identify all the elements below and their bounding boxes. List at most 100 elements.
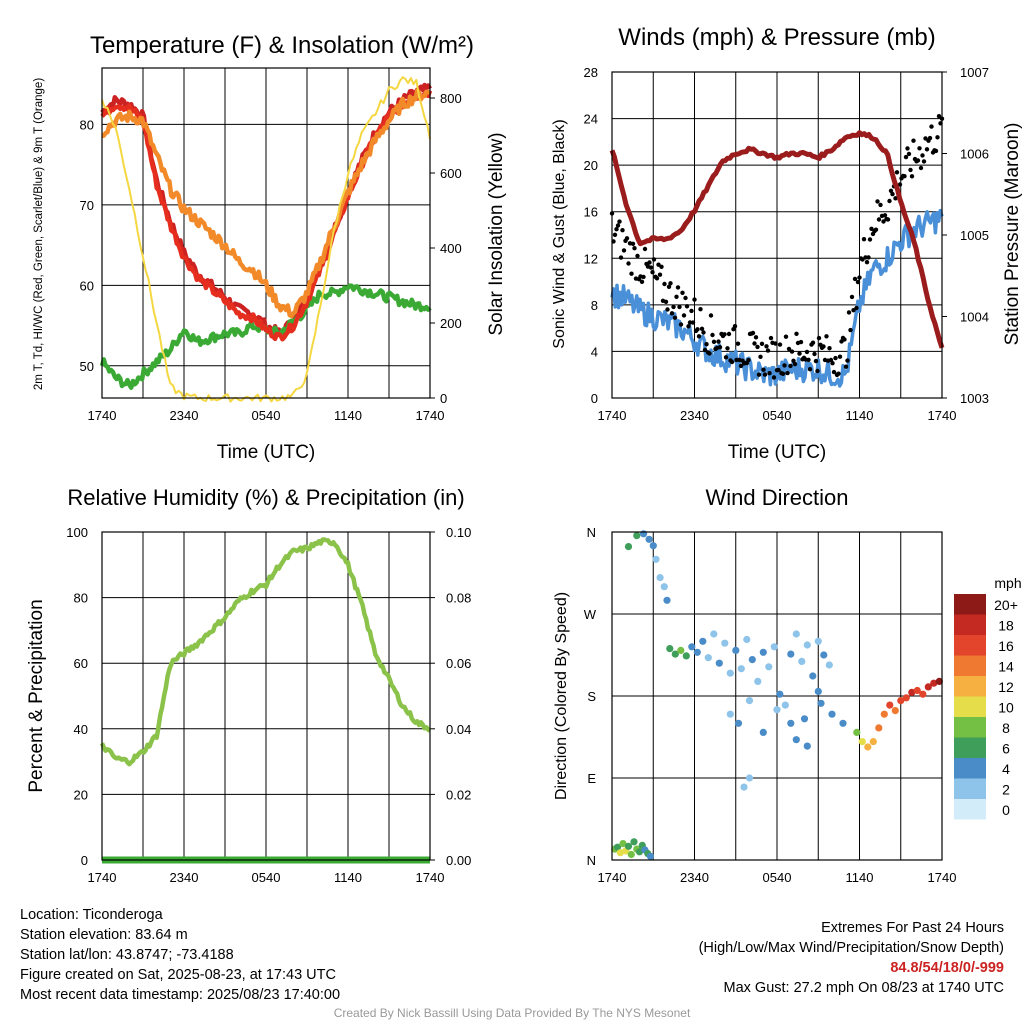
colorbar-swatch xyxy=(954,758,986,779)
gust-point xyxy=(764,344,769,349)
direction-point xyxy=(880,710,888,718)
x-tick-label: 1740 xyxy=(928,408,957,423)
gust-point xyxy=(876,217,882,222)
gust-point xyxy=(855,279,861,285)
gust-point xyxy=(761,367,766,372)
credit-text: Created By Nick Bassill Using Data Provi… xyxy=(333,1006,691,1020)
gust-point xyxy=(852,276,858,282)
gust-point xyxy=(888,188,894,193)
direction-point xyxy=(913,686,921,695)
colorbar-label: 18 xyxy=(998,618,1014,634)
y2-tick-label: 0.08 xyxy=(446,591,471,606)
gust-point xyxy=(765,348,771,353)
y2-tick-label: 0 xyxy=(440,391,447,406)
elevation-text: Station elevation: 83.64 m xyxy=(20,927,188,943)
gust-point xyxy=(885,217,891,222)
y2-axis-label: Solar Insolation (Yellow) xyxy=(486,132,507,335)
gust-point xyxy=(632,246,637,251)
direction-point xyxy=(902,694,910,702)
gust-point xyxy=(848,327,853,333)
gust-point xyxy=(671,304,676,310)
gust-point xyxy=(723,355,729,360)
gust-point xyxy=(726,331,732,337)
colorbar-label: 8 xyxy=(1002,720,1010,736)
y-tick-label: 20 xyxy=(74,787,88,802)
gust-point xyxy=(906,151,912,157)
gust-point xyxy=(614,227,619,232)
gust-point xyxy=(626,261,631,266)
y2-tick-label: 1005 xyxy=(960,228,989,243)
gust-point xyxy=(780,371,786,376)
colorbar-swatch xyxy=(954,676,986,697)
y2-tick-label: 0.10 xyxy=(446,525,471,540)
y-tick-label: 40 xyxy=(74,722,88,737)
x-tick-label: 1140 xyxy=(846,408,874,423)
extremes-panel: Extremes For Past 24 Hours (High/Low/Max… xyxy=(699,918,1004,998)
y2-tick-label: 0.02 xyxy=(446,787,471,802)
gust-point xyxy=(677,304,682,310)
gust-point xyxy=(666,284,672,289)
direction-point xyxy=(814,687,822,696)
gust-point xyxy=(630,241,636,246)
direction-point xyxy=(630,838,638,846)
direction-point xyxy=(616,849,624,857)
x-tick-label: 0540 xyxy=(763,408,792,423)
gust-point xyxy=(692,297,697,302)
direction-point xyxy=(732,646,740,655)
chart-title: Temperature (F) & Insolation (W/m²) xyxy=(90,32,474,59)
gust-point xyxy=(846,310,852,315)
gust-point xyxy=(722,332,727,337)
gust-point xyxy=(732,324,738,329)
gust-point xyxy=(873,227,879,232)
gust-point xyxy=(624,236,630,241)
gust-point xyxy=(831,369,837,375)
direction-point xyxy=(633,532,641,540)
direction-point xyxy=(776,690,784,698)
y2-tick-label: 200 xyxy=(440,316,462,331)
direction-point xyxy=(619,840,627,848)
direction-point xyxy=(721,639,729,647)
gust-point xyxy=(783,334,789,339)
y-tick-label: N xyxy=(587,853,596,868)
gust-point xyxy=(866,255,871,260)
gust-point xyxy=(878,202,883,208)
gust-point xyxy=(813,358,819,364)
colorbar-swatch xyxy=(954,594,986,615)
gust-point xyxy=(665,307,670,312)
direction-point xyxy=(765,663,773,671)
direction-point xyxy=(800,715,809,723)
gust-point xyxy=(620,228,625,233)
chart-title: Relative Humidity (%) & Precipitation (i… xyxy=(67,485,464,510)
gust-point xyxy=(674,294,679,299)
gust-point xyxy=(921,159,927,164)
y-tick-label: 50 xyxy=(80,359,94,374)
chart-panel-2: 1740 2340 0540 1140 1740 Winds (mph) & Pressu… xyxy=(551,24,1023,463)
colorbar-swatch xyxy=(954,696,986,717)
x-tick-label: 2340 xyxy=(170,870,199,885)
gust-point xyxy=(843,364,849,369)
gust-point xyxy=(738,363,744,369)
y2-tick-label: 400 xyxy=(440,241,462,256)
gust-point xyxy=(807,367,813,372)
direction-point xyxy=(726,669,734,677)
y2-tick-label: 1006 xyxy=(960,147,989,162)
x-tick-label: 2340 xyxy=(170,408,199,423)
y2-tick-label: 1003 xyxy=(960,391,989,406)
direction-point xyxy=(693,648,701,656)
direction-point xyxy=(864,743,872,751)
y-tick-label: 80 xyxy=(80,117,94,132)
latlon-text: Station lat/lon: 43.8747; -73.4188 xyxy=(20,947,234,963)
y-axis-label: 2m T, Td, HI/WC (Red, Green, Scarlet/Blu… xyxy=(33,78,45,390)
x-tick-label: 1740 xyxy=(416,408,445,423)
y-tick-label: 12 xyxy=(584,251,598,266)
x-tick-label: 0540 xyxy=(763,870,792,885)
gust-point xyxy=(710,332,715,338)
direction-point xyxy=(635,848,644,856)
x-tick-label: 0540 xyxy=(252,408,281,423)
y-tick-label: W xyxy=(584,607,597,622)
gust-point xyxy=(792,361,798,367)
plot-frame xyxy=(611,71,943,399)
direction-point xyxy=(666,645,674,653)
colorbar-swatch xyxy=(954,717,986,738)
gust-point xyxy=(707,351,712,356)
